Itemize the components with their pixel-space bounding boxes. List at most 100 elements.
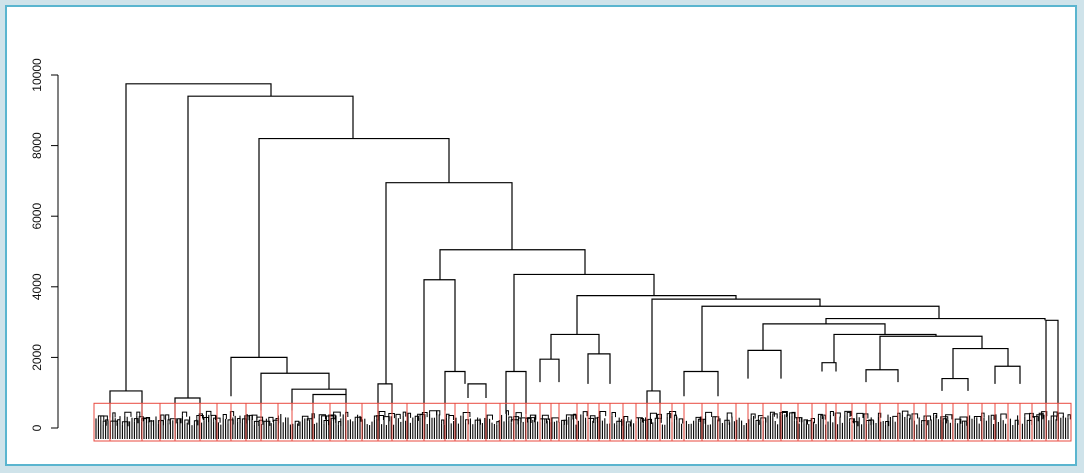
- leaf-merge: [169, 418, 177, 424]
- leaf-merge: [990, 414, 995, 420]
- chart-frame: 0 2000 4000 6000 8000 10000: [5, 5, 1077, 466]
- leaf-merge: [599, 411, 607, 417]
- dendrogram-link: [385, 182, 513, 384]
- dendrogram-link: [439, 249, 586, 280]
- leaf-merge: [856, 412, 864, 418]
- leaf-merge: [959, 416, 968, 422]
- leaf-merge: [486, 414, 493, 420]
- dendrogram-link: [444, 370, 466, 411]
- leaf-merge: [551, 417, 560, 423]
- leaf-merge: [448, 414, 455, 421]
- leaf-merge: [573, 413, 577, 419]
- leaf-merge: [820, 414, 826, 420]
- leaf-merge: [112, 412, 116, 418]
- leaf-merge: [544, 418, 551, 424]
- leaf-merge: [100, 415, 108, 421]
- leaf-merge: [906, 414, 911, 420]
- leaf-merge: [165, 414, 170, 420]
- leaf-merge: [678, 418, 684, 424]
- leaf-merge: [421, 412, 428, 418]
- leaf-merge: [647, 418, 653, 424]
- leaf-merge: [829, 411, 834, 417]
- dendrogram-link: [513, 273, 655, 372]
- leaf-merge: [649, 412, 657, 418]
- leaf-merge: [529, 414, 537, 420]
- leaf-merge: [669, 411, 677, 417]
- leaf-merge: [817, 413, 823, 419]
- leaf-merge: [376, 414, 384, 421]
- leaf-merge: [901, 410, 909, 416]
- y-tick-label: 4000: [30, 273, 44, 300]
- leaf-merge: [465, 419, 470, 425]
- dendrogram-link: [230, 356, 288, 397]
- dendrogram-link: [833, 333, 937, 363]
- leaf-merge: [892, 415, 899, 421]
- leaf-merge: [505, 410, 509, 416]
- leaf-merge: [942, 418, 947, 424]
- dendrogram-link: [174, 397, 201, 418]
- leaf-merge: [268, 416, 274, 422]
- leaf-merge: [625, 421, 631, 427]
- leaf-merge: [945, 414, 953, 420]
- leaf-merge: [515, 412, 522, 418]
- leaf-merge: [1029, 412, 1034, 418]
- dendrogram-link: [377, 383, 393, 414]
- dendrogram-link: [651, 298, 821, 391]
- y-tick-label: 0: [30, 424, 44, 431]
- leaf-merge: [136, 411, 141, 417]
- leaf-merge: [1067, 414, 1071, 420]
- leaf-merge: [1014, 419, 1019, 425]
- leaf-merge: [527, 417, 535, 423]
- dendrogram-link: [952, 347, 1009, 379]
- leaf-merge: [933, 413, 938, 419]
- leaf-merge: [402, 411, 407, 417]
- leaf-merge: [378, 410, 386, 417]
- leaf-merge: [885, 421, 890, 427]
- leaf-merge: [133, 418, 139, 424]
- leaf-merge: [160, 414, 165, 420]
- leaf-merge: [124, 411, 132, 417]
- leaf-merge: [193, 420, 199, 426]
- dendrogram-link: [821, 362, 837, 372]
- leaf-merge: [846, 411, 851, 417]
- dendrogram-link: [258, 137, 450, 358]
- leaf-merge: [205, 410, 212, 416]
- leaf-merge: [1000, 413, 1007, 419]
- leaf-merge: [414, 415, 419, 421]
- leaf-merge: [772, 413, 778, 419]
- dendrogram-link: [825, 317, 1046, 324]
- leaf-merge: [441, 419, 445, 425]
- leaf-merge: [198, 413, 203, 419]
- leaf-merge: [407, 412, 412, 418]
- leaf-merge: [726, 412, 733, 418]
- leaf-merge: [294, 420, 300, 426]
- dendrogram-link: [539, 358, 560, 383]
- dendrogram-link: [1045, 319, 1059, 418]
- leaf-merge: [1057, 412, 1064, 418]
- leaf-merge: [429, 410, 438, 416]
- leaf-merge: [318, 414, 326, 420]
- leaf-merge: [810, 418, 815, 424]
- leaf-merge: [462, 411, 471, 418]
- y-tick-label: 8000: [30, 132, 44, 159]
- leaf-merge: [834, 412, 841, 418]
- leaf-merge: [541, 414, 549, 420]
- dendrogram-link: [879, 335, 983, 370]
- leaf-merge: [666, 413, 672, 419]
- dendrogram-link: [550, 333, 600, 360]
- dendrogram-link: [423, 279, 456, 418]
- dendrogram-link: [683, 370, 719, 397]
- leaf-merge: [791, 411, 796, 417]
- dendrogram-link: [701, 305, 940, 372]
- leaf-merge: [654, 417, 662, 423]
- leaf-merge: [973, 415, 982, 422]
- y-tick-label: 2000: [30, 344, 44, 371]
- leaf-merge: [803, 419, 809, 425]
- leaf-merge: [954, 418, 962, 424]
- leaf-merge: [177, 418, 182, 424]
- leaf-merge: [750, 413, 756, 419]
- leaf-merge: [582, 411, 588, 417]
- y-tick-label: 6000: [30, 203, 44, 230]
- dendrogram-link: [291, 388, 347, 411]
- dendrogram-chart: 0 2000 4000 6000 8000 10000: [30, 58, 1072, 442]
